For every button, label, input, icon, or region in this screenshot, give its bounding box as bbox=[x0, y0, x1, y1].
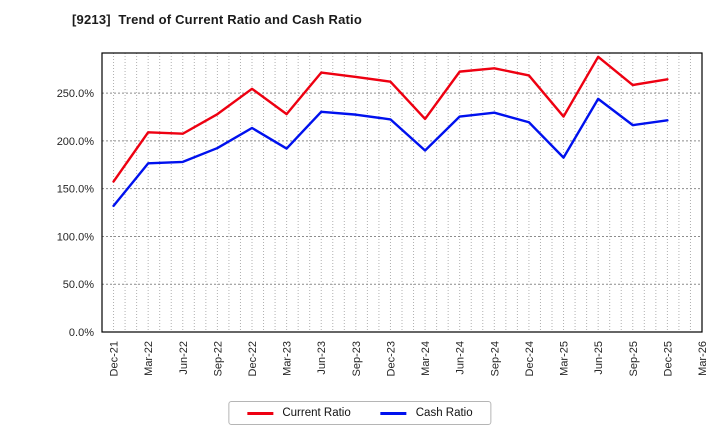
x-tick-label: Dec-25 bbox=[662, 341, 674, 376]
x-tick-label: Mar-24 bbox=[420, 341, 432, 376]
y-tick-label: 50.0% bbox=[63, 279, 94, 291]
x-tick-label: Mar-25 bbox=[559, 341, 571, 376]
x-tick-label: Sep-23 bbox=[351, 341, 363, 376]
y-tick-label: 0.0% bbox=[69, 327, 94, 339]
x-tick-label: Dec-24 bbox=[524, 341, 536, 376]
x-tick-label: Jun-25 bbox=[593, 341, 605, 375]
x-tick-label: Mar-22 bbox=[143, 341, 155, 376]
plot-frame bbox=[101, 52, 703, 333]
x-tick-label: Sep-24 bbox=[489, 341, 501, 376]
x-tick-label: Sep-25 bbox=[628, 341, 640, 376]
x-tick-label: Jun-22 bbox=[178, 341, 190, 375]
legend-item-current-ratio: Current Ratio bbox=[247, 407, 351, 419]
cash-ratio-line bbox=[112, 97, 669, 208]
legend-swatch-current-ratio-icon bbox=[247, 411, 274, 415]
x-tick-label: Mar-23 bbox=[282, 341, 294, 376]
current-ratio-line bbox=[112, 55, 669, 183]
legend-item-cash-ratio: Cash Ratio bbox=[380, 407, 473, 419]
legend-swatch-cash-ratio-icon bbox=[380, 411, 407, 415]
legend-label-cash-ratio: Cash Ratio bbox=[415, 407, 473, 419]
chart-title: [9213] Trend of Current Ratio and Cash R… bbox=[72, 12, 362, 27]
y-tick-label: 100.0% bbox=[57, 231, 95, 243]
x-tick-label: Mar-26 bbox=[697, 341, 709, 376]
x-tick-label: Sep-22 bbox=[212, 341, 224, 376]
x-tick-label: Jun-23 bbox=[316, 341, 328, 375]
x-tick-label: Dec-22 bbox=[247, 341, 259, 376]
x-tick-label: Jun-24 bbox=[455, 341, 467, 375]
y-tick-label: 200.0% bbox=[57, 136, 95, 148]
y-tick-label: 250.0% bbox=[57, 88, 95, 100]
legend-label-current-ratio: Current Ratio bbox=[282, 407, 351, 419]
legend: Current Ratio Cash Ratio bbox=[228, 401, 492, 425]
y-tick-label: 150.0% bbox=[57, 184, 95, 196]
x-tick-label: Dec-21 bbox=[109, 341, 121, 376]
x-tick-label: Dec-23 bbox=[385, 341, 397, 376]
